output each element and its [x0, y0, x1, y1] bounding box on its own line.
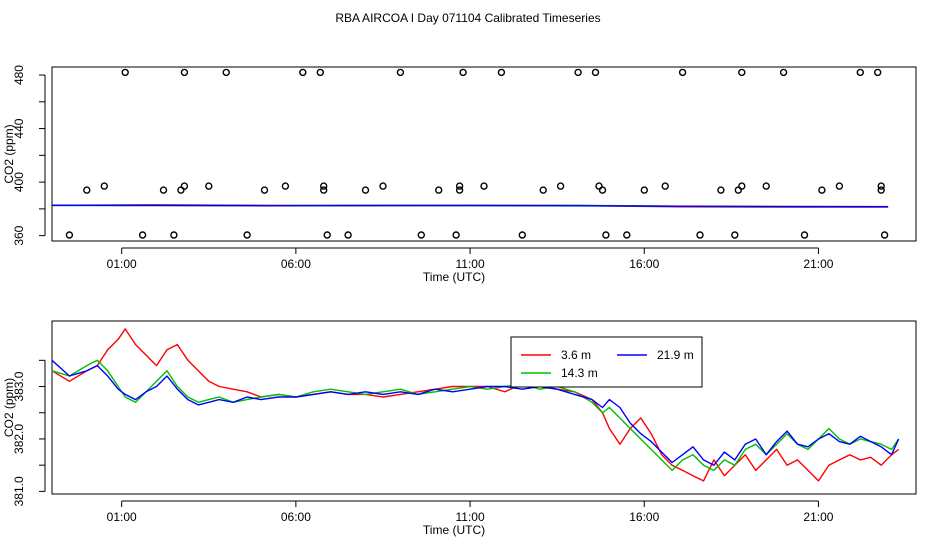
data-point: [877, 186, 885, 194]
x-tick-label: 21:00: [803, 257, 833, 271]
legend-label: 3.6 m: [561, 348, 591, 362]
data-point: [159, 186, 168, 194]
x-tick-label: 06:00: [281, 257, 311, 271]
data-point: [379, 182, 387, 190]
data-point: [222, 68, 230, 77]
data-point: [455, 186, 464, 194]
series-line-21-9-m: [51, 359, 900, 466]
y-tick-label: 480: [12, 65, 26, 85]
legend-box: [510, 336, 703, 388]
data-point: [678, 68, 687, 77]
data-point: [602, 231, 610, 239]
x-tick-label: 01:00: [107, 257, 137, 271]
data-point: [459, 68, 467, 77]
x-axis-label: Time (UTC): [423, 270, 485, 284]
data-point: [661, 182, 669, 190]
data-point: [480, 182, 488, 190]
x-tick-label: 16:00: [629, 257, 659, 271]
data-point: [65, 231, 74, 239]
top-panel-scatter: 01:00 06:00 11:00 16:00 21:00 Time (UTC) 360 40…: [2, 65, 917, 284]
data-point: [170, 231, 178, 239]
y-tick-label: 400: [12, 172, 26, 192]
x-tick-label: 11:00: [455, 510, 484, 524]
data-point: [518, 231, 526, 239]
data-point: [856, 68, 864, 77]
legend: 3.6 m 14.3 m 21.9 m: [510, 336, 703, 388]
data-point: [818, 186, 826, 194]
data-point: [100, 182, 109, 190]
data-point: [452, 231, 460, 239]
x-tick-label: 01:00: [107, 510, 137, 524]
data-point: [435, 186, 443, 194]
y-axis-label: CO2 (ppm): [2, 124, 16, 183]
data-point: [877, 182, 885, 190]
y-tick-label: 440: [12, 118, 26, 138]
data-point: [497, 68, 506, 77]
plot-frame: [51, 66, 917, 242]
data-point: [316, 68, 324, 77]
x-axis-label: Time (UTC): [423, 523, 485, 537]
x-tick-label: 11:00: [455, 257, 484, 271]
data-point: [138, 231, 147, 239]
data-point: [323, 231, 331, 239]
legend-label: 14.3 m: [561, 366, 598, 380]
data-point: [83, 186, 91, 194]
bottom-panel-lines: 01:00 06:00 11:00 16:00 21:00 Time (UTC) 381.0…: [2, 320, 917, 537]
data-point: [598, 186, 607, 194]
data-point: [574, 68, 582, 77]
series-line-2: [51, 204, 889, 208]
data-point: [320, 182, 328, 190]
y-tick-label: 382.0: [12, 424, 26, 454]
y-tick-label: 381.0: [12, 476, 26, 506]
data-point: [281, 182, 290, 190]
data-point: [738, 68, 746, 77]
data-point: [243, 231, 251, 239]
x-tick-label: 06:00: [281, 510, 311, 524]
figure-title: RBA AIRCOA I Day 071104 Calibrated Times…: [335, 11, 600, 25]
data-point: [880, 231, 889, 239]
data-point: [696, 231, 704, 239]
data-point: [121, 68, 129, 77]
data-point: [320, 186, 328, 194]
y-axis-label: CO2 (ppm): [2, 378, 16, 437]
data-point: [762, 182, 770, 190]
data-point: [205, 182, 213, 190]
series-line-3-6-m: [51, 328, 900, 482]
data-point: [556, 182, 565, 190]
data-point: [539, 186, 547, 194]
data-point: [455, 182, 464, 190]
data-point: [591, 68, 600, 77]
data-point: [396, 68, 405, 77]
data-point: [361, 186, 370, 194]
data-point: [731, 231, 739, 239]
data-point: [180, 182, 189, 190]
legend-label: 21.9 m: [657, 348, 694, 362]
y-tick-label: 383.0: [12, 371, 26, 401]
data-point: [417, 231, 425, 239]
data-point: [835, 182, 844, 190]
data-point: [299, 68, 307, 77]
data-point: [623, 231, 631, 239]
y-tick-label: 360: [12, 225, 26, 245]
x-tick-label: 16:00: [629, 510, 659, 524]
x-tick-label: 21:00: [803, 510, 833, 524]
data-point: [779, 68, 788, 77]
data-point: [260, 186, 269, 194]
plot-frame: [51, 320, 917, 495]
data-point: [344, 231, 352, 239]
data-point: [738, 182, 746, 190]
data-point: [874, 68, 882, 77]
data-point: [640, 186, 648, 194]
data-point: [800, 231, 809, 239]
data-point: [717, 186, 725, 194]
data-point: [180, 68, 189, 77]
